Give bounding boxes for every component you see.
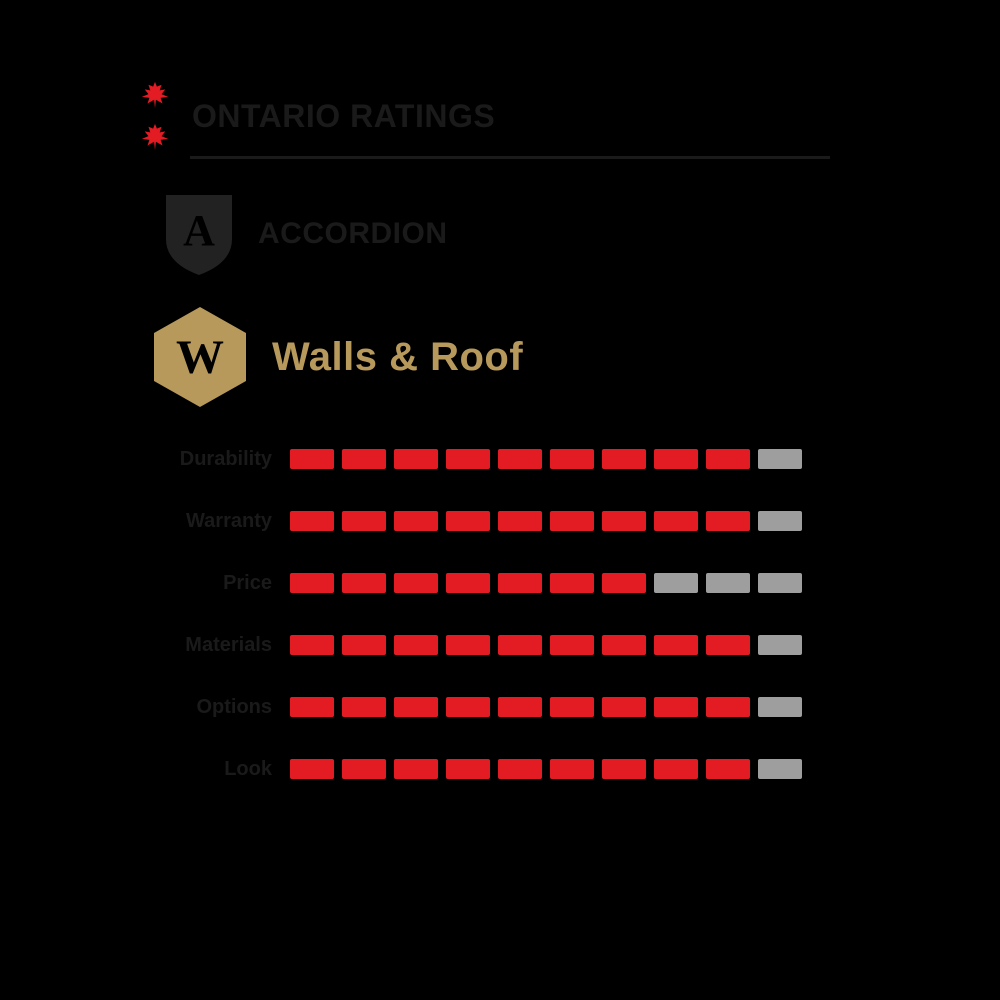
rating-segment-empty xyxy=(758,573,802,593)
rating-segment-filled xyxy=(654,635,698,655)
rating-segment-filled xyxy=(498,635,542,655)
rating-segment-empty xyxy=(758,697,802,717)
rating-segment-filled xyxy=(706,635,750,655)
rating-segment-filled xyxy=(602,759,646,779)
hex-letter: W xyxy=(176,331,224,384)
rating-segment-filled xyxy=(498,511,542,531)
rating-segment-filled xyxy=(446,449,490,469)
header-row: ONTARIO RATINGS xyxy=(140,80,860,152)
rating-track xyxy=(290,759,802,779)
accordion-row: A ACCORDION xyxy=(160,189,860,279)
rating-segment-filled xyxy=(446,759,490,779)
rating-segment-filled xyxy=(550,573,594,593)
rating-segment-filled xyxy=(446,511,490,531)
rating-segment-filled xyxy=(446,573,490,593)
rating-segment-filled xyxy=(706,759,750,779)
rating-segment-filled xyxy=(498,449,542,469)
rating-segment-filled xyxy=(342,573,386,593)
rating-track xyxy=(290,511,802,531)
ratings-card: ONTARIO RATINGS A ACCORDION W Walls & Ro… xyxy=(140,80,860,819)
rating-segment-filled xyxy=(706,511,750,531)
rating-row: Options xyxy=(140,695,860,719)
rating-segment-empty xyxy=(758,759,802,779)
rating-segment-filled xyxy=(446,635,490,655)
rating-segment-filled xyxy=(394,573,438,593)
rating-segment-filled xyxy=(342,511,386,531)
rating-row: Durability xyxy=(140,447,860,471)
rating-segment-filled xyxy=(290,635,334,655)
rating-track xyxy=(290,449,802,469)
rating-segment-filled xyxy=(654,449,698,469)
rating-segment-filled xyxy=(446,697,490,717)
rating-segment-filled xyxy=(498,697,542,717)
rating-segment-filled xyxy=(290,511,334,531)
rating-segment-filled xyxy=(550,449,594,469)
rating-segment-filled xyxy=(498,759,542,779)
rating-segment-empty xyxy=(706,573,750,593)
rating-segment-filled xyxy=(706,697,750,717)
rating-segment-filled xyxy=(602,449,646,469)
rating-label: Materials xyxy=(140,634,290,657)
rating-segment-filled xyxy=(342,449,386,469)
accordion-label: ACCORDION xyxy=(258,217,448,251)
panel-row: W Walls & Roof xyxy=(150,305,860,409)
rating-track xyxy=(290,573,802,593)
rating-track xyxy=(290,697,802,717)
rating-segment-filled xyxy=(342,697,386,717)
rating-segment-filled xyxy=(550,697,594,717)
hexagon-icon: W xyxy=(150,305,250,409)
header-title: ONTARIO RATINGS xyxy=(192,98,495,135)
rating-segment-filled xyxy=(290,573,334,593)
rating-label: Warranty xyxy=(140,510,290,533)
rating-segment-filled xyxy=(706,449,750,469)
rating-track xyxy=(290,635,802,655)
rating-label: Durability xyxy=(140,448,290,471)
rating-segment-filled xyxy=(394,635,438,655)
rating-label: Options xyxy=(140,696,290,719)
rating-segment-empty xyxy=(654,573,698,593)
rating-segment-filled xyxy=(290,697,334,717)
rating-segment-filled xyxy=(394,511,438,531)
rating-segment-filled xyxy=(394,759,438,779)
rating-segment-filled xyxy=(654,697,698,717)
rating-row: Materials xyxy=(140,633,860,657)
maple-leaf-pair xyxy=(140,80,170,152)
rating-segment-empty xyxy=(758,449,802,469)
shield-letter: A xyxy=(183,206,215,255)
rating-row: Price xyxy=(140,571,860,595)
rating-segment-filled xyxy=(550,759,594,779)
rating-segment-filled xyxy=(550,635,594,655)
rating-bars: Durability Warranty Price Materials Options L… xyxy=(140,447,860,781)
rating-segment-filled xyxy=(290,759,334,779)
rating-row: Look xyxy=(140,757,860,781)
rating-segment-filled xyxy=(498,573,542,593)
rating-segment-filled xyxy=(602,511,646,531)
rating-segment-filled xyxy=(602,573,646,593)
rating-segment-empty xyxy=(758,635,802,655)
rating-segment-filled xyxy=(602,697,646,717)
rating-row: Warranty xyxy=(140,509,860,533)
rating-segment-empty xyxy=(758,511,802,531)
rating-segment-filled xyxy=(290,449,334,469)
panel-label: Walls & Roof xyxy=(272,335,523,380)
rating-segment-filled xyxy=(602,635,646,655)
title-underline xyxy=(190,156,830,159)
rating-segment-filled xyxy=(394,697,438,717)
rating-segment-filled xyxy=(342,635,386,655)
rating-label: Price xyxy=(140,572,290,595)
shield-icon: A xyxy=(160,189,238,279)
rating-label: Look xyxy=(140,758,290,781)
rating-segment-filled xyxy=(342,759,386,779)
rating-segment-filled xyxy=(394,449,438,469)
rating-segment-filled xyxy=(654,511,698,531)
maple-leaf-icon xyxy=(140,122,170,152)
maple-leaf-icon xyxy=(140,80,170,110)
rating-segment-filled xyxy=(654,759,698,779)
rating-segment-filled xyxy=(550,511,594,531)
